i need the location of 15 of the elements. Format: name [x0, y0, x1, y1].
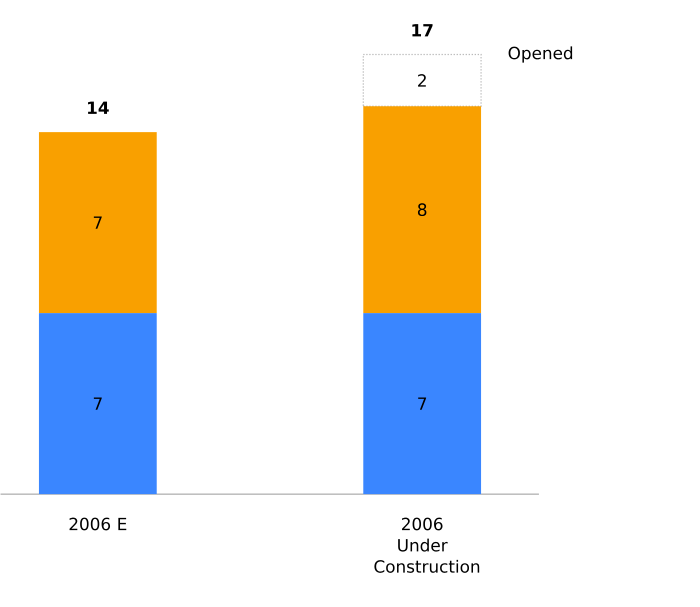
total-label: 17 — [412, 24, 433, 37]
bar — [38, 132, 157, 314]
data-label: 7 — [418, 398, 426, 410]
x-tick-label: 2006 Under Construction — [374, 518, 480, 574]
x-tick-label: 2006 E — [70, 518, 126, 531]
bar — [363, 313, 482, 494]
data-label: 2 — [418, 74, 426, 87]
bar — [38, 313, 157, 494]
series-label: Opened — [508, 46, 572, 63]
bar — [362, 54, 482, 108]
data-label: 8 — [418, 204, 426, 216]
total-label: 14 — [88, 102, 109, 114]
data-label: 7 — [94, 216, 102, 229]
data-label: 7 — [94, 398, 102, 410]
bar — [363, 106, 482, 314]
